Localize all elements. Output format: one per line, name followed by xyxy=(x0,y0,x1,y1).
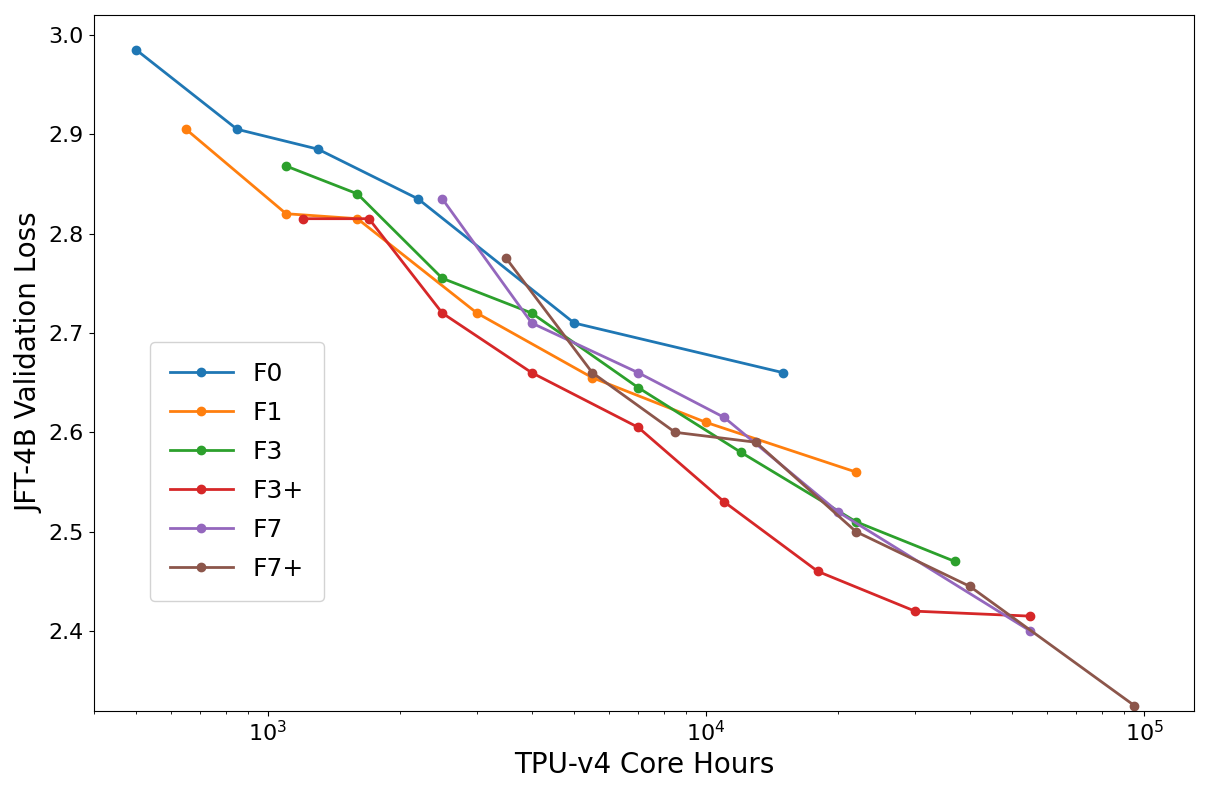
F3+ xyxy=(631,422,646,432)
F7 xyxy=(831,507,845,517)
F7 xyxy=(1023,626,1037,636)
Legend: F0, F1, F3, F3+, F7, F7+: F0, F1, F3, F3+, F7, F7+ xyxy=(150,341,324,600)
F3 xyxy=(351,189,365,198)
F3+ xyxy=(1023,611,1037,621)
F7 xyxy=(717,413,731,422)
F3 xyxy=(525,308,539,318)
F3 xyxy=(849,517,863,526)
F0 xyxy=(567,318,582,328)
F1 xyxy=(849,468,863,477)
F3+ xyxy=(525,368,539,377)
F1 xyxy=(585,373,600,383)
F3+ xyxy=(435,308,450,318)
Line: F0: F0 xyxy=(132,45,787,377)
F7+ xyxy=(499,253,514,263)
F1 xyxy=(279,209,294,218)
F3+ xyxy=(810,567,825,576)
Line: F3+: F3+ xyxy=(299,214,1035,620)
F1 xyxy=(351,214,365,223)
F7+ xyxy=(585,368,600,377)
F3 xyxy=(734,448,748,457)
F7+ xyxy=(962,581,977,591)
F3 xyxy=(948,557,962,566)
X-axis label: TPU-v4 Core Hours: TPU-v4 Core Hours xyxy=(514,751,774,779)
F1 xyxy=(699,418,713,427)
F0 xyxy=(129,45,144,55)
F3+ xyxy=(908,607,922,616)
Line: F7: F7 xyxy=(438,195,1035,635)
F7+ xyxy=(849,527,863,537)
F1 xyxy=(470,308,485,318)
Line: F7+: F7+ xyxy=(502,254,1139,710)
Line: F3: F3 xyxy=(282,162,959,565)
F0 xyxy=(311,145,325,154)
F7+ xyxy=(748,437,763,447)
F0 xyxy=(776,368,791,377)
F0 xyxy=(411,194,426,203)
F3 xyxy=(631,383,646,392)
F3+ xyxy=(717,497,731,507)
Y-axis label: JFT-4B Validation Loss: JFT-4B Validation Loss xyxy=(15,213,44,513)
F0 xyxy=(230,125,244,134)
Line: F1: F1 xyxy=(181,125,860,476)
F1 xyxy=(179,125,193,134)
F3 xyxy=(279,161,294,171)
F7 xyxy=(435,194,450,203)
F7+ xyxy=(667,427,682,437)
F3+ xyxy=(295,214,310,223)
F3+ xyxy=(361,214,376,223)
F7+ xyxy=(1127,701,1141,711)
F7 xyxy=(525,318,539,328)
F3 xyxy=(435,274,450,283)
F7 xyxy=(631,368,646,377)
